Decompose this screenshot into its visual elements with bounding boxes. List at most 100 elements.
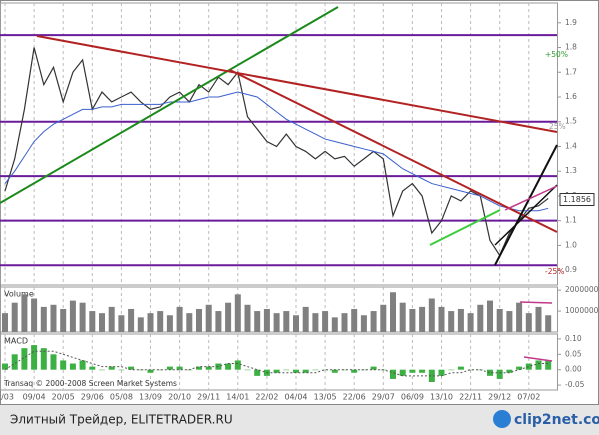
bar: [254, 369, 261, 376]
bar: [166, 366, 173, 370]
bar: [545, 360, 552, 370]
bar: [283, 311, 290, 332]
y-tick-label: -0.05: [565, 380, 585, 389]
x-tick-label: 29/07: [372, 393, 395, 402]
x-tick-label: 22/06: [343, 393, 366, 402]
trend-lines: [0, 6, 558, 362]
bar: [196, 308, 202, 332]
bar: [370, 366, 377, 370]
bar: [380, 304, 387, 332]
signal-line: [4, 350, 549, 377]
x-tick-label: 20/05: [52, 393, 75, 402]
bar: [438, 369, 445, 376]
bar: [60, 308, 67, 332]
bar: [128, 366, 135, 370]
y-tick-label: 0.9: [565, 265, 577, 274]
x-tick-label: 29/06: [81, 393, 104, 402]
bar: [341, 369, 348, 371]
bar: [196, 366, 202, 370]
bar: [467, 313, 474, 332]
bar: [79, 302, 86, 332]
bar: [205, 304, 212, 332]
bar: [487, 300, 493, 332]
x-tick-label: 29/11: [197, 393, 220, 402]
y-tick-label: 1.8: [565, 43, 577, 52]
annotation: 25%: [549, 122, 566, 131]
last-price-label: 1.1856: [563, 195, 591, 204]
bar: [11, 302, 18, 332]
y-tick-label: 1.9: [565, 18, 577, 27]
bar: [506, 311, 513, 332]
bar: [215, 363, 222, 370]
logo-icon: [493, 410, 511, 428]
bar: [205, 366, 212, 370]
bar: [428, 369, 435, 382]
bar: [312, 313, 319, 332]
x-tick-label: 06/09: [401, 393, 424, 402]
x-tick-label: 13/09: [139, 393, 162, 402]
bar: [545, 315, 552, 332]
bar: [244, 369, 251, 371]
bar: [525, 313, 532, 332]
y-tick-label: 1000000: [565, 306, 599, 315]
bar: [312, 369, 319, 371]
bar: [225, 363, 232, 370]
bar: [99, 313, 105, 332]
bar: [370, 311, 377, 332]
y-tick-label: 1.1: [565, 216, 577, 225]
bar: [457, 308, 464, 332]
y-tick-label: 1.3: [565, 166, 577, 175]
bar: [157, 311, 164, 332]
bar: [487, 369, 493, 376]
bar: [176, 366, 183, 370]
price-line: [4, 91, 549, 212]
bar: [50, 354, 57, 370]
bar: [448, 369, 455, 371]
bar: [118, 369, 125, 371]
bar: [351, 308, 358, 332]
y-tick-label: 1.5: [565, 117, 577, 126]
bar: [409, 308, 416, 332]
bar: [89, 366, 96, 370]
bar: [244, 304, 251, 332]
bar: [69, 300, 76, 332]
copyright: Transaq © 2000-2008 Screen Market System…: [3, 379, 177, 388]
bar: [99, 369, 105, 371]
y-tick-label: 1.7: [565, 67, 577, 76]
x-tick-label: 22/02: [255, 393, 278, 402]
y-tick-label: 1.0: [565, 240, 577, 249]
bar: [409, 369, 416, 373]
bar: [157, 369, 164, 371]
bar: [186, 313, 193, 332]
x-tick-label: 13/10: [430, 393, 453, 402]
bar: [21, 348, 28, 370]
y-tick-label: 1.6: [565, 92, 577, 101]
bar: [2, 363, 8, 370]
bar: [108, 306, 115, 332]
bar: [234, 294, 241, 332]
x-tick-label: 29/12: [488, 393, 511, 402]
y-tick-label: 0.00: [565, 365, 582, 374]
y-tick-label: 0.10: [565, 334, 582, 343]
bar: [89, 311, 96, 332]
bar: [293, 315, 299, 332]
trend-line: [36, 35, 558, 133]
trend-line: [229, 69, 558, 233]
bar: [108, 366, 115, 370]
bar: [419, 306, 426, 332]
bar: [225, 302, 232, 332]
chart-layer: 0.91.01.11.21.31.41.51.61.71.81.9+50%25%…: [0, 2, 599, 402]
bar: [467, 369, 474, 371]
y-tick-label: 1.4: [565, 141, 577, 150]
bar: [118, 315, 125, 332]
bar: [234, 360, 241, 370]
bar: [516, 302, 523, 332]
bar: [166, 315, 173, 332]
bar: [322, 311, 329, 332]
bar: [516, 366, 523, 370]
trend-line: [494, 184, 558, 246]
x-tick-label: 13/05: [314, 393, 337, 402]
bar: [535, 360, 542, 370]
bar: [331, 369, 338, 373]
